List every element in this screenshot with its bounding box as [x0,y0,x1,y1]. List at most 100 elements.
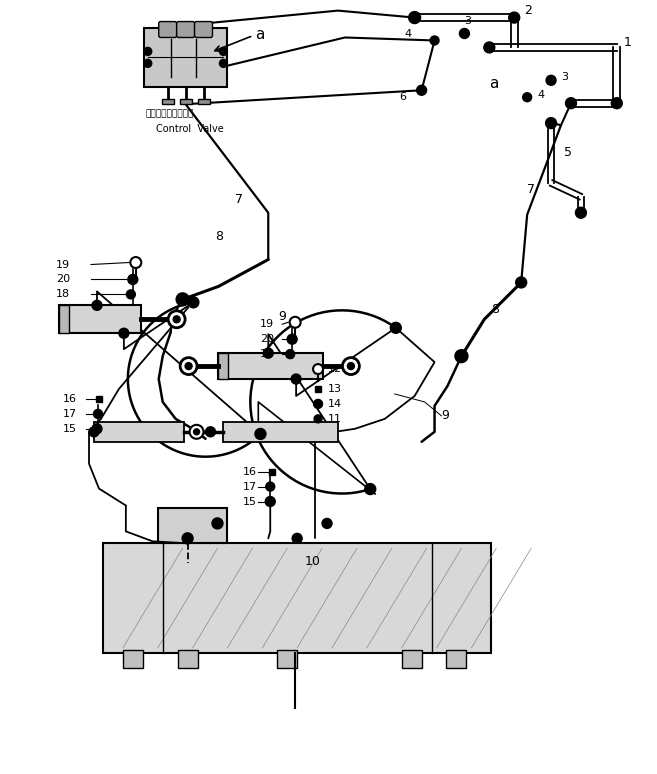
Bar [401,650,422,668]
Circle shape [313,399,323,409]
Text: 20: 20 [56,275,70,285]
Circle shape [219,60,227,67]
Text: 7: 7 [527,183,535,197]
Circle shape [89,426,99,437]
Circle shape [265,497,275,506]
Circle shape [509,12,520,23]
Circle shape [263,348,273,358]
FancyBboxPatch shape [144,28,227,87]
Circle shape [459,29,469,39]
Text: Control  Valve: Control Valve [156,124,223,134]
Circle shape [484,42,495,53]
Text: 17: 17 [63,409,78,419]
Text: 2: 2 [524,4,532,17]
Circle shape [576,207,587,218]
Text: 18: 18 [56,289,70,300]
Text: 17: 17 [242,481,256,491]
Text: 7: 7 [235,194,243,207]
Text: 1: 1 [623,36,631,49]
Text: 12: 12 [328,364,342,374]
Text: 8: 8 [491,303,499,316]
Bar [158,509,227,543]
Bar [198,99,210,104]
Circle shape [430,36,439,45]
Circle shape [287,334,297,344]
Circle shape [190,425,204,439]
Circle shape [291,374,301,384]
Circle shape [314,415,322,423]
Bar [447,650,466,668]
Circle shape [566,98,576,108]
Text: 15: 15 [63,424,77,433]
Circle shape [266,482,275,491]
Circle shape [286,350,294,358]
Text: 15: 15 [242,496,256,506]
Circle shape [182,533,193,544]
Text: 10: 10 [305,555,321,568]
Circle shape [255,429,266,440]
Circle shape [180,358,197,375]
Circle shape [119,328,129,338]
Circle shape [185,362,192,369]
FancyBboxPatch shape [194,22,212,37]
Text: 8: 8 [215,230,223,243]
Bar [123,650,143,668]
Circle shape [92,300,102,310]
Circle shape [417,85,426,95]
Circle shape [168,311,185,327]
Text: 11: 11 [328,414,342,424]
Text: 9: 9 [278,310,286,323]
Circle shape [93,409,102,419]
Circle shape [292,533,302,543]
Text: 4: 4 [405,29,412,39]
Circle shape [173,316,180,323]
Circle shape [219,47,227,56]
FancyBboxPatch shape [177,22,194,37]
Circle shape [188,297,199,308]
Circle shape [313,364,323,374]
Circle shape [130,257,141,268]
Text: 6: 6 [399,92,407,102]
Text: 4: 4 [537,91,544,101]
Circle shape [611,98,622,108]
Text: a: a [489,76,499,91]
Bar [219,353,229,379]
Text: a: a [256,27,265,42]
Text: 20: 20 [260,334,275,344]
Circle shape [523,93,532,101]
Circle shape [409,12,420,23]
FancyBboxPatch shape [159,22,177,37]
Text: 3: 3 [561,72,568,82]
Circle shape [545,118,556,128]
Text: 19: 19 [260,319,275,329]
Bar [59,306,69,334]
Circle shape [144,60,152,67]
Circle shape [194,429,200,435]
Bar [162,99,173,104]
Circle shape [342,358,359,375]
Bar [179,99,192,104]
Circle shape [144,47,152,56]
Circle shape [348,362,354,369]
Bar [94,422,183,442]
Circle shape [92,424,102,433]
Circle shape [290,317,301,327]
Circle shape [176,293,189,306]
Bar [177,650,198,668]
Circle shape [212,518,223,529]
Circle shape [516,277,527,288]
Text: 14: 14 [328,399,342,409]
Text: 16: 16 [63,394,77,404]
Bar [103,543,491,653]
Text: 3: 3 [464,15,472,26]
Text: 19: 19 [56,259,70,269]
Circle shape [546,75,556,85]
Bar [277,650,297,668]
Circle shape [365,484,376,495]
Text: 18: 18 [260,349,275,359]
Circle shape [455,350,468,362]
Text: 9: 9 [442,409,449,423]
Bar [59,306,141,334]
Text: 16: 16 [242,467,256,477]
Circle shape [128,275,138,284]
